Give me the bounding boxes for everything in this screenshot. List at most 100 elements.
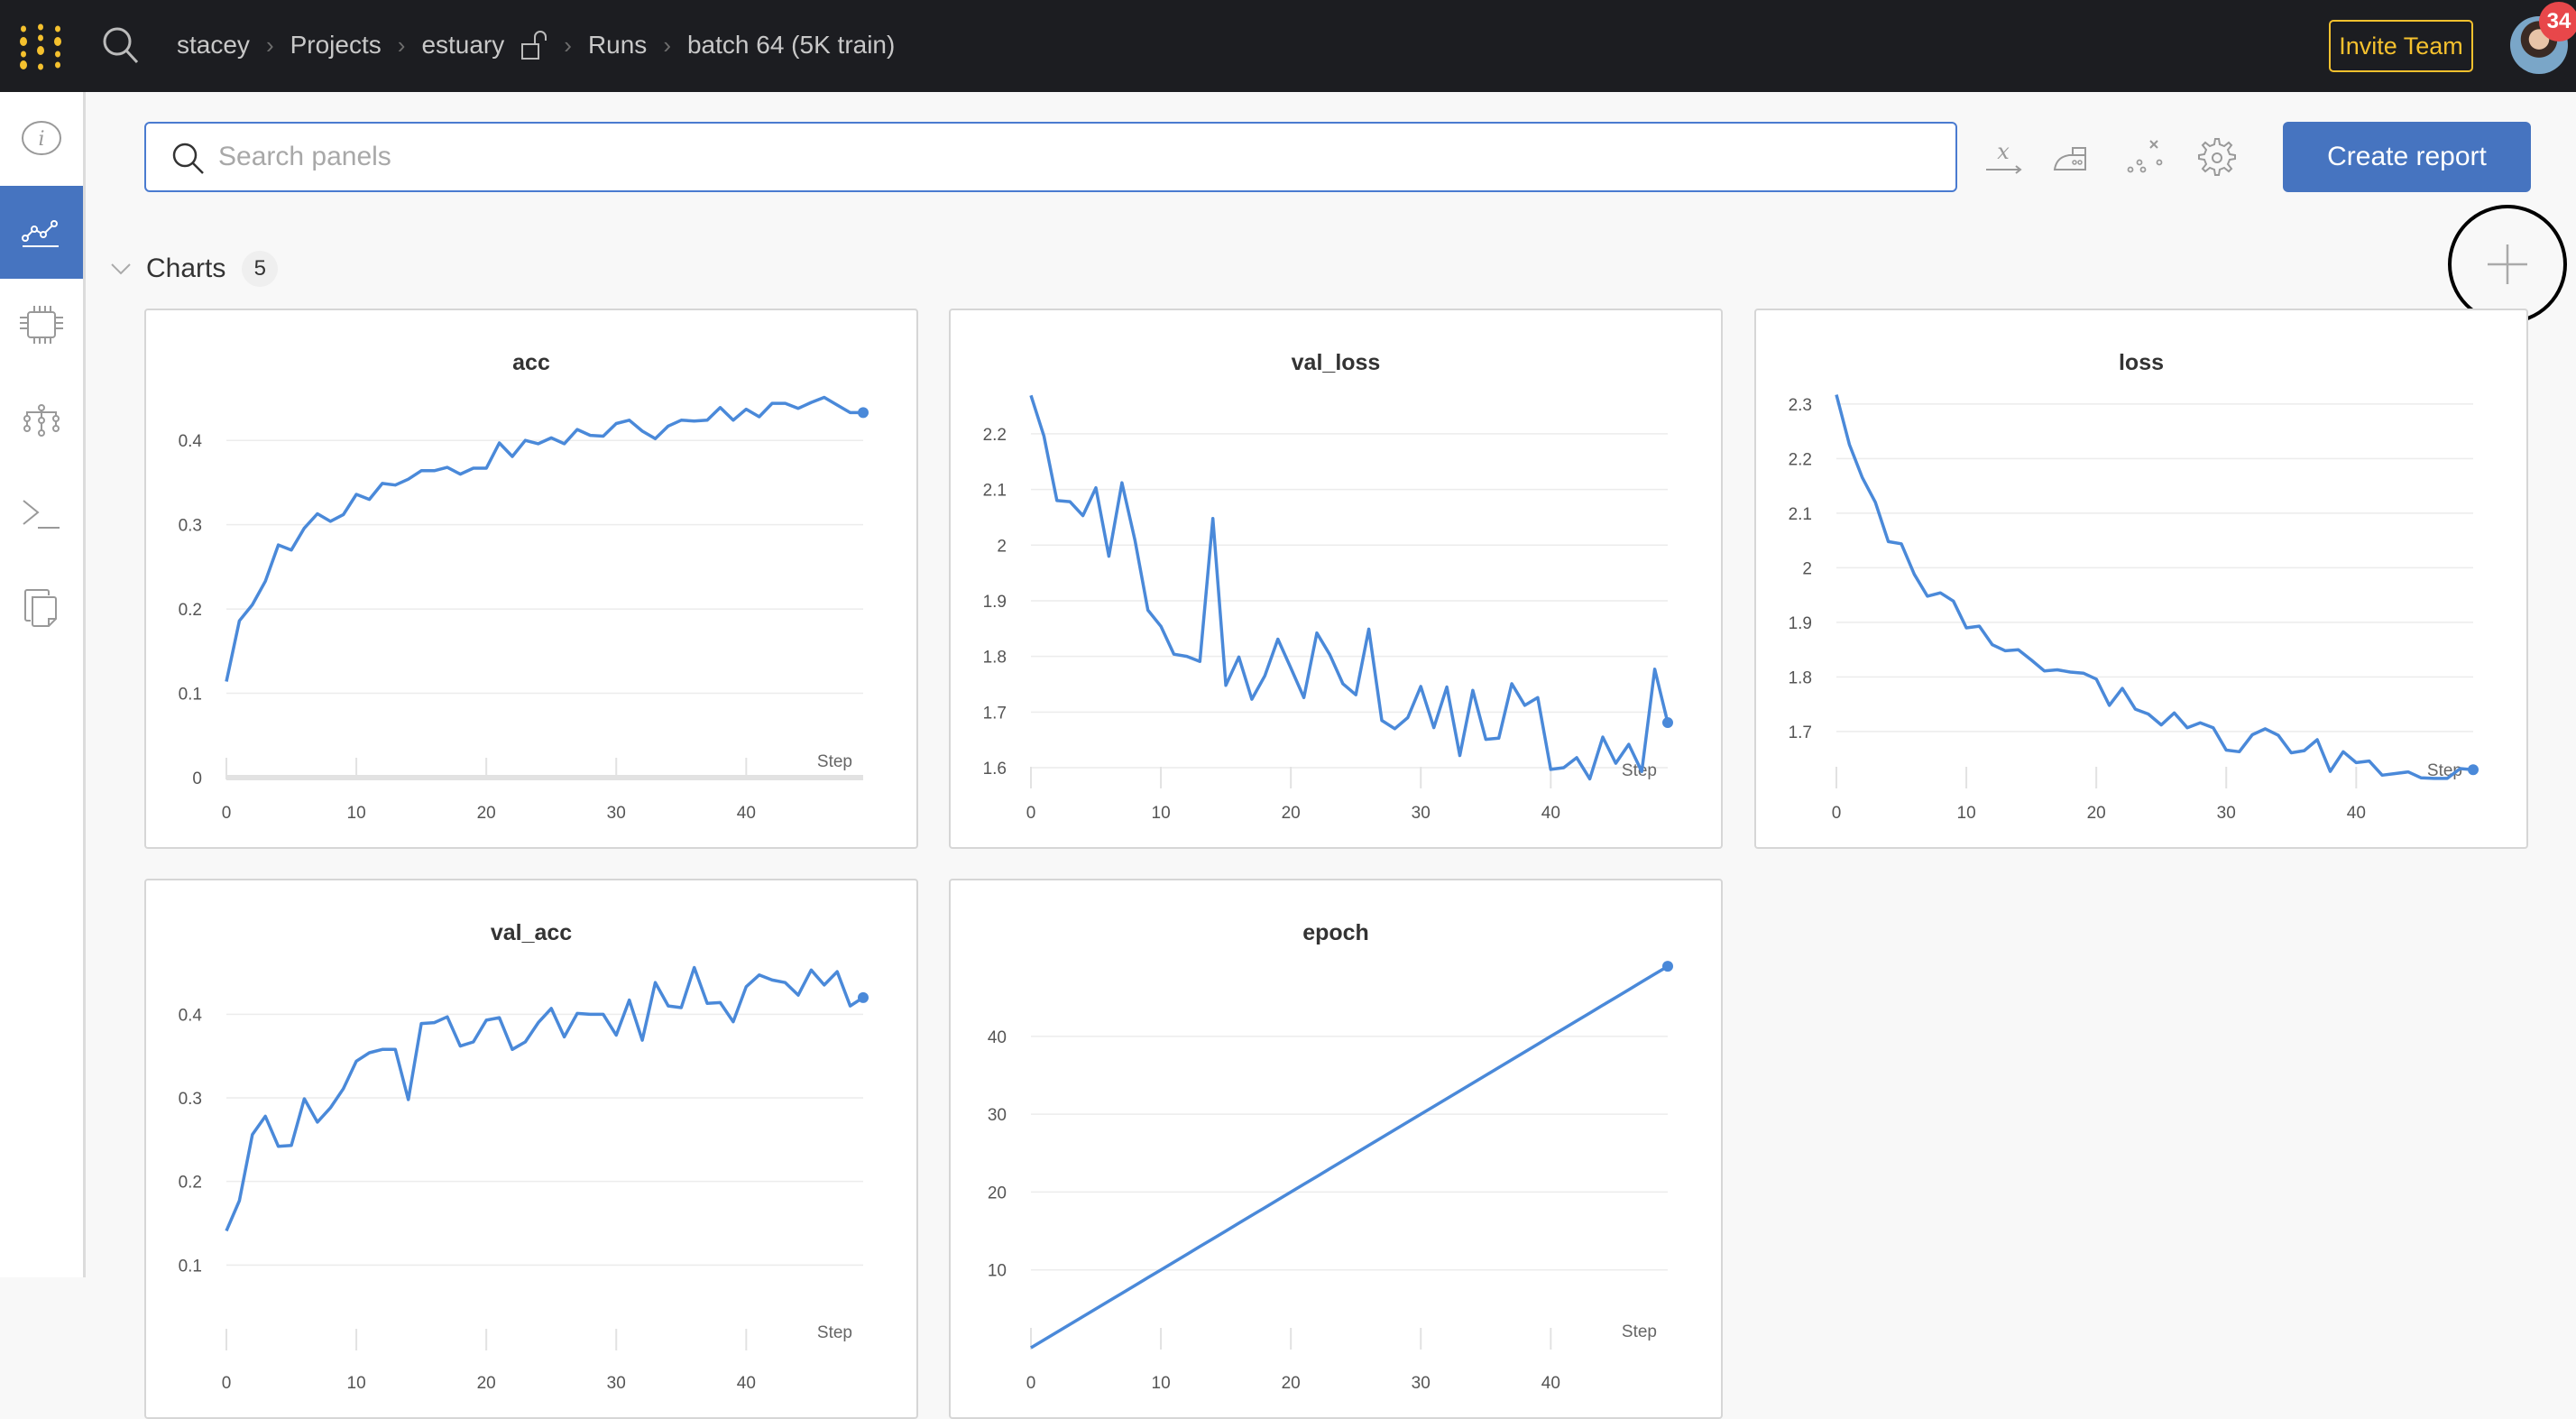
series-line-val_acc <box>226 968 863 1231</box>
y-tick-label: 0 <box>192 769 202 788</box>
info-icon: i <box>21 120 62 156</box>
chart-panel-val-loss[interactable]: 1.61.71.81.922.12.2010203040Stepval_loss <box>949 309 1723 849</box>
breadcrumb-project[interactable]: estuary <box>421 31 504 60</box>
x-axis-label: Step <box>817 1323 852 1342</box>
y-tick-label: 2 <box>1802 559 1812 578</box>
x-axis-label: Step <box>1622 1322 1657 1341</box>
svg-text:i: i <box>38 128 44 151</box>
sidebar-item-files[interactable] <box>0 572 83 644</box>
section-title: Charts <box>146 253 225 284</box>
chart-panel-loss[interactable]: 1.71.81.922.12.22.3010203040Steploss <box>1754 309 2528 849</box>
wandb-logo-icon[interactable] <box>16 22 65 72</box>
add-panel-button[interactable] <box>2447 204 2568 325</box>
breadcrumb: stacey › Projects › estuary › Runs › bat… <box>177 25 895 65</box>
create-report-button[interactable]: Create report <box>2283 122 2531 192</box>
settings-gear-icon[interactable] <box>2194 135 2240 180</box>
chart-panel-val-acc[interactable]: 0.10.20.30.4010203040Stepval_acc <box>144 879 918 1419</box>
invite-team-button[interactable]: Invite Team <box>2329 20 2473 72</box>
x-tick-label: 0 <box>222 804 232 823</box>
y-tick-label: 2.1 <box>983 482 1007 501</box>
last-point-marker <box>858 407 869 418</box>
y-tick-label: 0.3 <box>179 1090 202 1109</box>
y-tick-label: 2.2 <box>983 426 1007 445</box>
sidebar-item-logs[interactable] <box>0 478 83 550</box>
search-icon <box>171 142 206 176</box>
y-tick-label: 1.9 <box>1789 614 1812 633</box>
x-tick-label: 30 <box>1412 804 1431 823</box>
chevron-right-icon: › <box>663 32 671 60</box>
y-tick-label: 1.7 <box>983 704 1007 723</box>
global-search-icon[interactable] <box>101 25 141 65</box>
chart-title: acc <box>146 350 916 376</box>
x-tick-label: 10 <box>1152 1374 1171 1393</box>
x-tick-label: 10 <box>1957 804 1976 823</box>
last-point-marker <box>1662 961 1673 972</box>
chart-title: epoch <box>951 920 1721 946</box>
breadcrumb-run[interactable]: batch 64 (5K train) <box>687 31 895 60</box>
sidebar-item-charts[interactable] <box>0 186 83 279</box>
breadcrumb-runs[interactable]: Runs <box>588 31 647 60</box>
y-tick-label: 2.3 <box>1789 396 1812 415</box>
x-axis-label: Step <box>817 752 852 771</box>
x-tick-label: 0 <box>222 1374 232 1393</box>
search-panels-input[interactable] <box>218 134 1932 180</box>
svg-text:x: x <box>1997 139 2010 164</box>
y-tick-label: 2.2 <box>1789 450 1812 469</box>
plus-icon <box>2488 244 2527 284</box>
y-tick-label: 0.2 <box>179 601 202 620</box>
series-line-epoch <box>1031 966 1668 1348</box>
chevron-down-icon[interactable] <box>110 262 132 276</box>
charts-icon <box>22 217 61 249</box>
x-tick-label: 10 <box>347 1374 366 1393</box>
outliers-icon[interactable] <box>2121 135 2167 180</box>
x-tick-label: 40 <box>737 804 756 823</box>
y-tick-label: 1.9 <box>983 593 1007 612</box>
chevron-right-icon: › <box>266 32 274 60</box>
y-tick-label: 1.7 <box>1789 723 1812 742</box>
chart-panel-acc[interactable]: 00.10.20.30.4010203040Stepacc <box>144 309 918 849</box>
last-point-marker <box>858 992 869 1003</box>
x-tick-label: 30 <box>607 1374 626 1393</box>
x-tick-label: 0 <box>1832 804 1842 823</box>
sidebar-item-model[interactable] <box>0 384 83 456</box>
last-point-marker <box>2468 764 2479 775</box>
smoothing-iron-icon[interactable] <box>2049 135 2094 180</box>
model-graph-icon <box>22 403 61 438</box>
line-chart: 1.61.71.81.922.12.2010203040Step <box>951 310 1723 849</box>
y-tick-label: 20 <box>988 1184 1007 1202</box>
x-tick-label: 30 <box>1412 1374 1431 1393</box>
x-tick-label: 40 <box>1541 1374 1560 1393</box>
search-panels-field[interactable] <box>144 122 1957 192</box>
x-tick-label: 40 <box>1541 804 1560 823</box>
sidebar: i <box>0 92 86 1277</box>
series-line-loss <box>1836 395 2473 779</box>
sidebar-item-system[interactable] <box>0 289 83 361</box>
y-tick-label: 0.3 <box>179 517 202 536</box>
x-axis-icon[interactable]: x <box>1981 135 2026 180</box>
breadcrumb-projects[interactable]: Projects <box>290 31 382 60</box>
charts-section-header[interactable]: Charts 5 <box>110 249 278 289</box>
series-line-val_loss <box>1031 395 1668 779</box>
x-tick-label: 30 <box>607 804 626 823</box>
terminal-logs-icon <box>22 499 61 530</box>
x-tick-label: 20 <box>477 804 496 823</box>
y-tick-label: 0.4 <box>179 432 203 451</box>
notification-badge[interactable]: 34 <box>2539 2 2576 41</box>
y-tick-label: 0.2 <box>179 1174 202 1193</box>
breadcrumb-user[interactable]: stacey <box>177 31 250 60</box>
x-tick-label: 10 <box>347 804 366 823</box>
x-tick-label: 10 <box>1152 804 1171 823</box>
chart-title: val_loss <box>951 350 1721 376</box>
y-tick-label: 30 <box>988 1106 1007 1125</box>
last-point-marker <box>1662 717 1673 728</box>
x-tick-label: 0 <box>1026 1374 1036 1393</box>
panel-count-badge: 5 <box>242 251 278 287</box>
chart-panel-epoch[interactable]: 10203040010203040Stepepoch <box>949 879 1723 1419</box>
x-tick-label: 20 <box>2087 804 2106 823</box>
y-tick-label: 0.4 <box>179 1006 203 1025</box>
y-tick-label: 2 <box>997 537 1007 556</box>
files-icon <box>23 588 60 628</box>
x-tick-label: 40 <box>737 1374 756 1393</box>
sidebar-item-overview[interactable]: i <box>0 102 83 174</box>
unlocked-icon[interactable] <box>520 30 547 60</box>
